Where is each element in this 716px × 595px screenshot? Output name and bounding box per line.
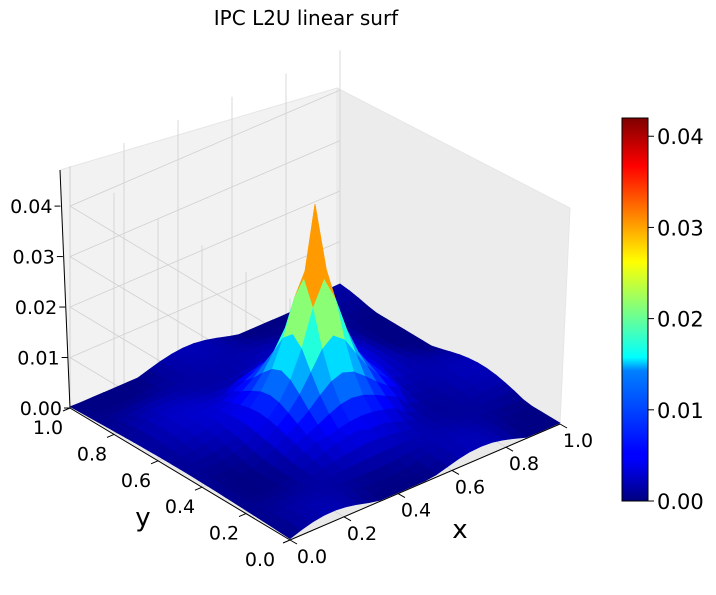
x-tick-label: 1.0: [563, 430, 593, 452]
x-tick-label: 0.2: [347, 523, 377, 545]
z-axis-ticks: 0.00 0.01 0.02 0.03 0.04: [10, 196, 70, 420]
x-axis-ticks: 0.0 0.2 0.4 0.6 0.8 1.0: [289, 423, 593, 568]
chart-title: IPC L2U linear surf: [214, 6, 399, 30]
z-tick-label: 0.00: [20, 398, 62, 420]
y-tick-label: 0.4: [165, 496, 195, 518]
z-tick-label: 0.02: [15, 297, 57, 319]
colorbar-ticks: 0.00 0.01 0.02 0.03 0.04: [648, 125, 704, 514]
colorbar: [621, 117, 649, 502]
x-tick-label: 0.6: [455, 476, 485, 498]
y-axis-line: [69, 407, 291, 541]
y-tick-mark: [282, 539, 291, 544]
y-tick-label: 1.0: [33, 417, 63, 439]
z-axis-line: [59, 169, 71, 409]
surface-plot: [69, 203, 561, 540]
y-tick-label: 0.2: [209, 523, 239, 545]
colorbar-tick-label: 0.01: [657, 399, 704, 423]
y-tick-mark: [106, 433, 115, 438]
z-tick-label: 0.03: [13, 247, 55, 269]
x-tick-label: 0.8: [509, 453, 539, 475]
y-tick-mark: [194, 486, 203, 491]
x-tick-label: 0.0: [297, 546, 327, 568]
z-tick-label: 0.01: [17, 348, 59, 370]
y-tick-label: 0.0: [245, 549, 275, 571]
colorbar-tick-label: 0.03: [657, 216, 704, 240]
y-tick-mark: [238, 513, 247, 518]
y-axis-label: y: [135, 503, 150, 533]
x-tick-mark: [343, 516, 352, 522]
x-tick-label: 0.4: [401, 500, 431, 522]
colorbar-tick-label: 0.04: [657, 125, 704, 149]
colorbar-tick-label: 0.02: [657, 308, 704, 332]
y-axis-ticks: 0.0 0.2 0.4 0.6 0.8 1.0: [33, 407, 291, 571]
x-axis-line: [289, 423, 561, 541]
x-axis-label: x: [452, 515, 467, 545]
x-tick-mark: [559, 423, 568, 429]
y-tick-label: 0.8: [77, 443, 107, 465]
y-tick-mark: [150, 460, 159, 465]
y-tick-label: 0.6: [121, 470, 151, 492]
x-tick-mark: [397, 493, 406, 499]
x-tick-mark: [289, 539, 298, 545]
x-tick-mark: [505, 446, 514, 452]
x-tick-mark: [451, 469, 460, 475]
gridline: [69, 89, 341, 339]
surface-facet: [280, 523, 302, 540]
colorbar-tick-label: 0.00: [657, 490, 704, 514]
z-tick-label: 0.04: [10, 196, 52, 218]
